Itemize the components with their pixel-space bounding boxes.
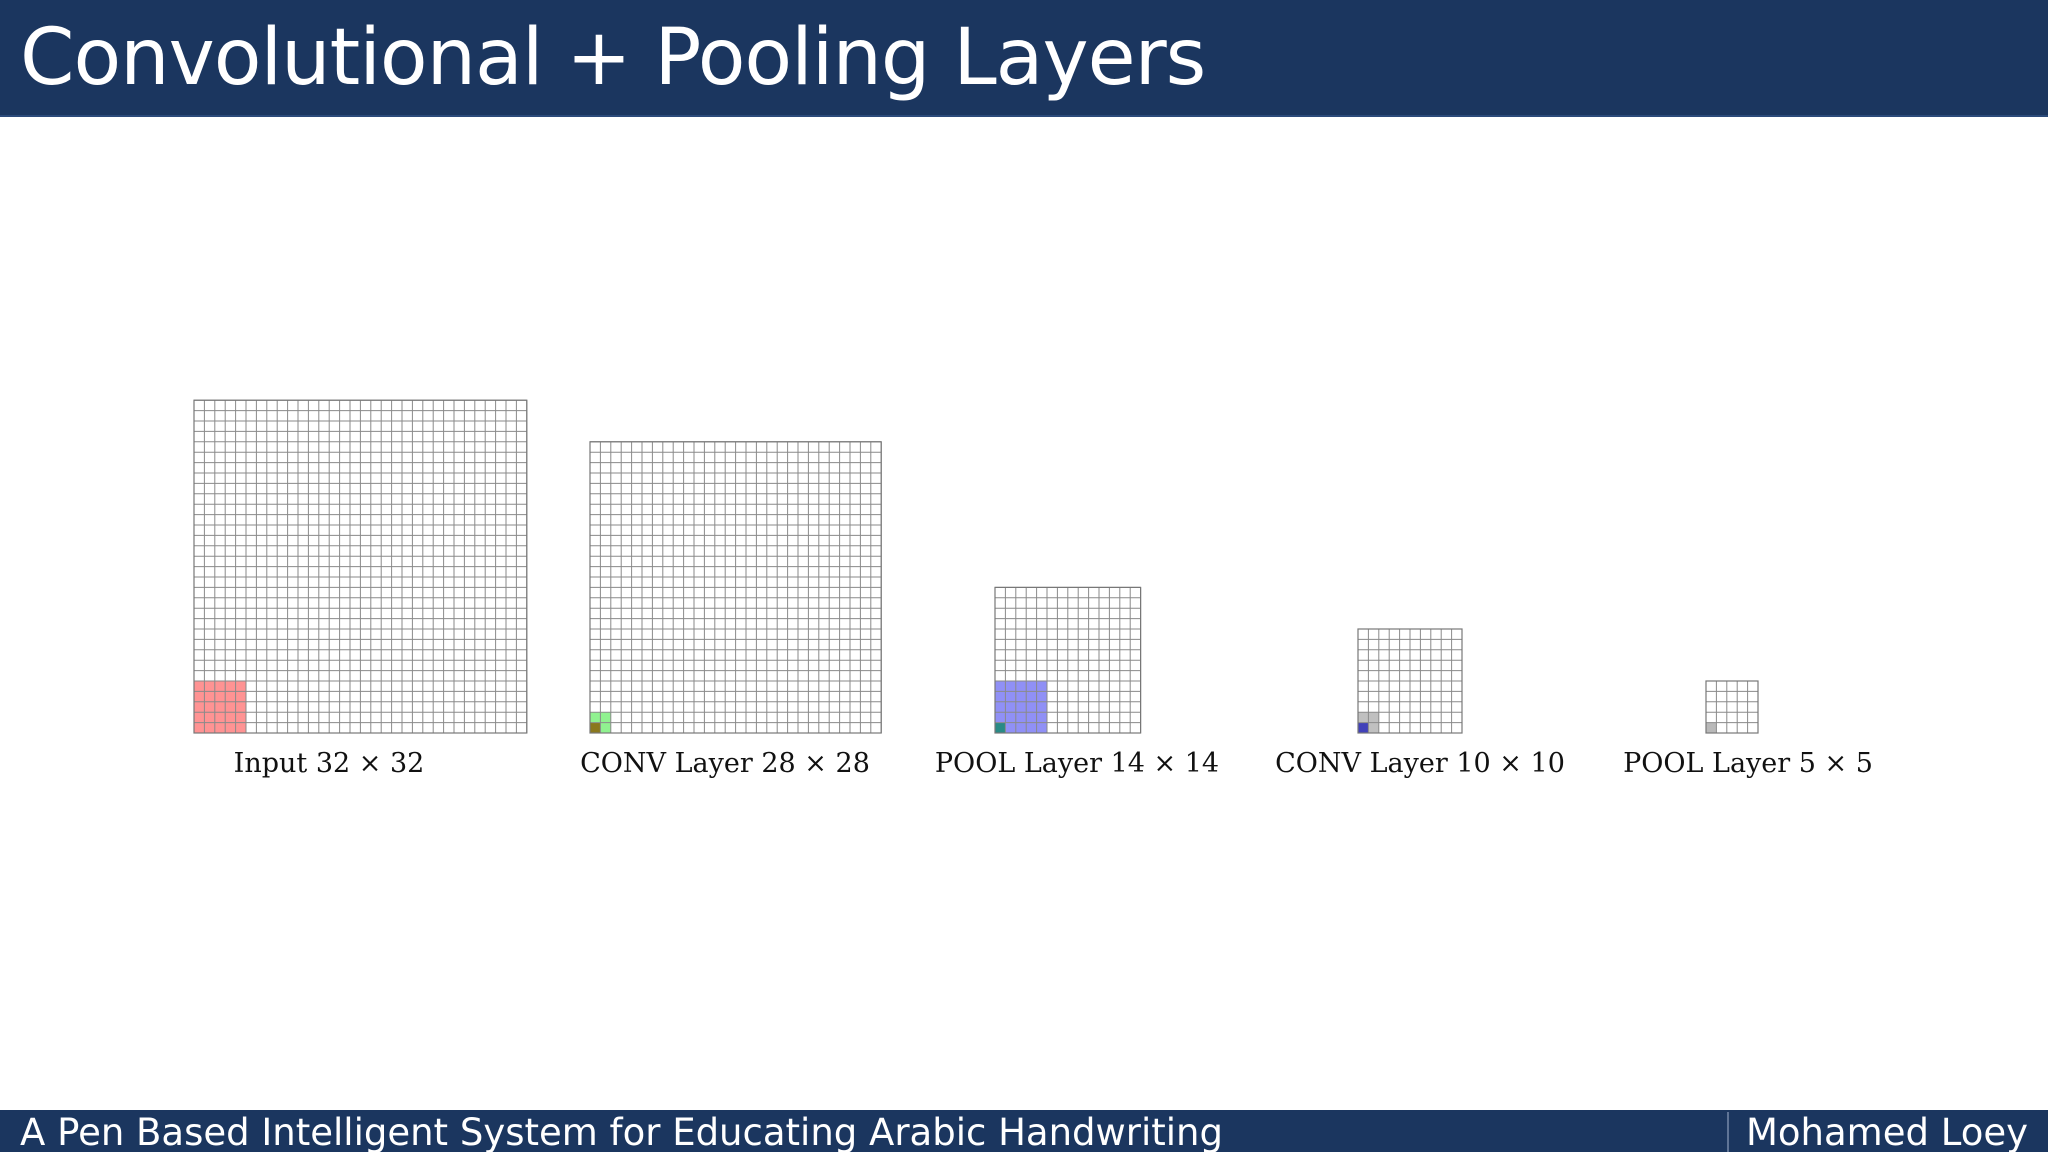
grid-border bbox=[589, 441, 882, 734]
layer-grid-pool1: POOL Layer 14 × 14 bbox=[935, 586, 1219, 779]
layer-grid-conv2: CONV Layer 10 × 10 bbox=[1275, 628, 1565, 779]
layer-label-input: Input 32 × 32 bbox=[234, 748, 425, 779]
receptive-field-highlight bbox=[1358, 722, 1369, 733]
grid-border bbox=[1705, 680, 1759, 734]
receptive-field-highlight bbox=[995, 722, 1006, 733]
grid-border bbox=[193, 399, 528, 734]
receptive-field-highlight bbox=[1706, 722, 1717, 733]
receptive-field-highlight bbox=[194, 681, 246, 733]
title-bar: Convolutional + Pooling Layers bbox=[0, 0, 2048, 117]
cnn-layers-diagram: Input 32 × 32 CONV Layer 28 × 28 POOL Laye… bbox=[0, 117, 2048, 1110]
layer-label-pool1: POOL Layer 14 × 14 bbox=[935, 748, 1219, 779]
layer-grid-conv1: CONV Layer 28 × 28 bbox=[580, 441, 882, 779]
grid-border bbox=[994, 586, 1142, 734]
layer-grid-input: Input 32 × 32 bbox=[193, 399, 528, 779]
footer-author: Mohamed Loey bbox=[1746, 1111, 2028, 1152]
receptive-field-highlight bbox=[590, 722, 601, 733]
layer-grid-pool2: POOL Layer 5 × 5 bbox=[1623, 680, 1873, 779]
layer-label-conv1: CONV Layer 28 × 28 bbox=[580, 748, 870, 779]
footer-title: A Pen Based Intelligent System for Educa… bbox=[20, 1111, 1223, 1152]
layer-label-pool2: POOL Layer 5 × 5 bbox=[1623, 748, 1873, 779]
diagram-canvas: Input 32 × 32 CONV Layer 28 × 28 POOL Laye… bbox=[193, 399, 1873, 779]
footer-bar: A Pen Based Intelligent System for Educa… bbox=[0, 1110, 2048, 1152]
slide-title: Convolutional + Pooling Layers bbox=[20, 13, 1206, 103]
layer-label-conv2: CONV Layer 10 × 10 bbox=[1275, 748, 1565, 779]
grid-border bbox=[1357, 628, 1463, 734]
grid-lines bbox=[589, 441, 882, 734]
footer-divider bbox=[1727, 1112, 1729, 1152]
